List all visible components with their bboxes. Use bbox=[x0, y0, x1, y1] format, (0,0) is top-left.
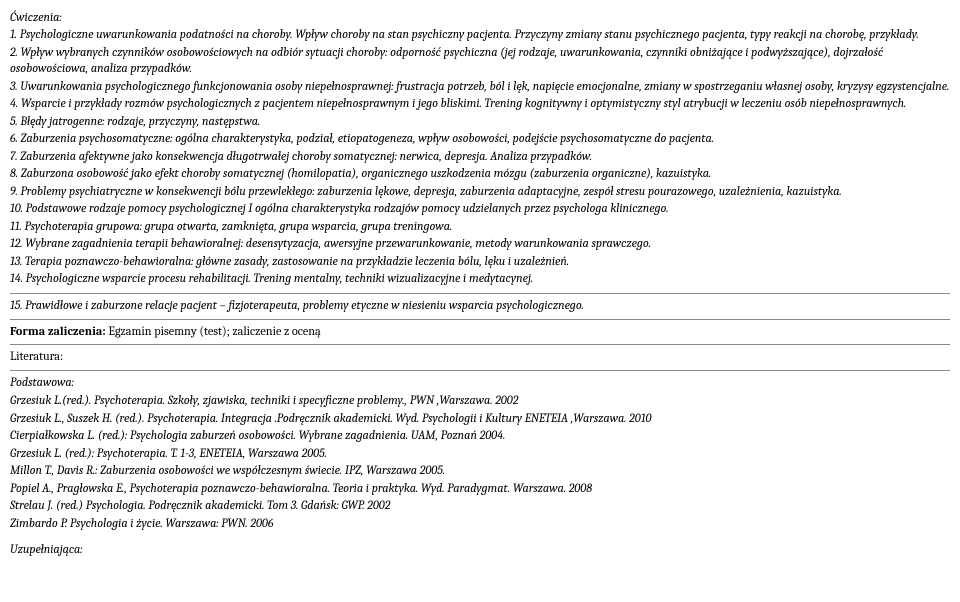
literature-primary-label: Podstawowa: bbox=[10, 375, 950, 391]
assessment-label: Forma zaliczenia: bbox=[10, 325, 108, 339]
exercise-item: 6. Zaburzenia psychosomatyczne: ogólna c… bbox=[10, 131, 950, 147]
literature-item: Grzesiuk L., Suszek H. (red.). Psychoter… bbox=[10, 411, 950, 427]
exercise-item: 5. Błędy jatrogenne: rodzaje, przyczyny,… bbox=[10, 114, 950, 130]
literature-item: Millon T., Davis R.: Zaburzenia osobowoś… bbox=[10, 463, 950, 479]
exercise-item: 14. Psychologiczne wsparcie procesu reha… bbox=[10, 271, 950, 287]
literature-label-section: Literatura: bbox=[10, 345, 950, 370]
exercise-item: 13. Terapia poznawczo-behawioralna: głów… bbox=[10, 254, 950, 270]
literature-label: Literatura: bbox=[10, 350, 63, 364]
literature-item: Cierpiałkowska L. (red.): Psychologia za… bbox=[10, 428, 950, 444]
literature-primary-list: Grzesiuk L.(red.). Psychoterapia. Szkoły… bbox=[10, 393, 950, 532]
exercise-item: 9. Problemy psychiatryczne w konsekwencj… bbox=[10, 184, 950, 200]
exercise-item: 7. Zaburzenia afektywne jako konsekwencj… bbox=[10, 149, 950, 165]
exercise-item: 11. Psychoterapia grupowa: grupa otwarta… bbox=[10, 219, 950, 235]
literature-item: Grzesiuk L.(red.). Psychoterapia. Szkoły… bbox=[10, 393, 950, 409]
assessment-value: Egzamin pisemny (test); zaliczenie z oce… bbox=[108, 325, 320, 339]
literature-item: Popiel A., Pragłowska E., Psychoterapia … bbox=[10, 481, 950, 497]
exercise-item: 3. Uwarunkowania psychologicznego funkcj… bbox=[10, 79, 950, 95]
literature-item: Zimbardo P. Psychologia i życie. Warszaw… bbox=[10, 516, 950, 532]
exercise-item: 10. Podstawowe rodzaje pomocy psychologi… bbox=[10, 201, 950, 217]
exercise-item-final: 15. Prawidłowe i zaburzone relacje pacje… bbox=[10, 298, 950, 314]
literature-body-section: Podstawowa: Grzesiuk L.(red.). Psychoter… bbox=[10, 371, 950, 563]
literature-supplementary-label: Uzupełniająca: bbox=[10, 542, 950, 558]
exercise-item: 4. Wsparcie i przykłady rozmów psycholog… bbox=[10, 96, 950, 112]
exercise-item: 2. Wpływ wybranych czynników osobowościo… bbox=[10, 45, 950, 78]
exercises-heading: Ćwiczenia: bbox=[10, 10, 950, 26]
exercise-item: 8. Zaburzona osobowość jako efekt chorob… bbox=[10, 166, 950, 182]
exercise-item: 1. Psychologiczne uwarunkowania podatnoś… bbox=[10, 27, 950, 43]
literature-item: Strelau J. (red.) Psychologia. Podręczni… bbox=[10, 498, 950, 514]
syllabus-page: Ćwiczenia: 1. Psychologiczne uwarunkowan… bbox=[0, 0, 960, 573]
literature-item: Grzesiuk L. (red.): Psychoterapia. T. 1-… bbox=[10, 446, 950, 462]
assessment-section: Forma zaliczenia: Egzamin pisemny (test)… bbox=[10, 320, 950, 345]
exercise-item: 12. Wybrane zagadnienia terapii behawior… bbox=[10, 236, 950, 252]
exercises-final-section: 15. Prawidłowe i zaburzone relacje pacje… bbox=[10, 294, 950, 320]
exercises-section: Ćwiczenia: 1. Psychologiczne uwarunkowan… bbox=[10, 6, 950, 294]
